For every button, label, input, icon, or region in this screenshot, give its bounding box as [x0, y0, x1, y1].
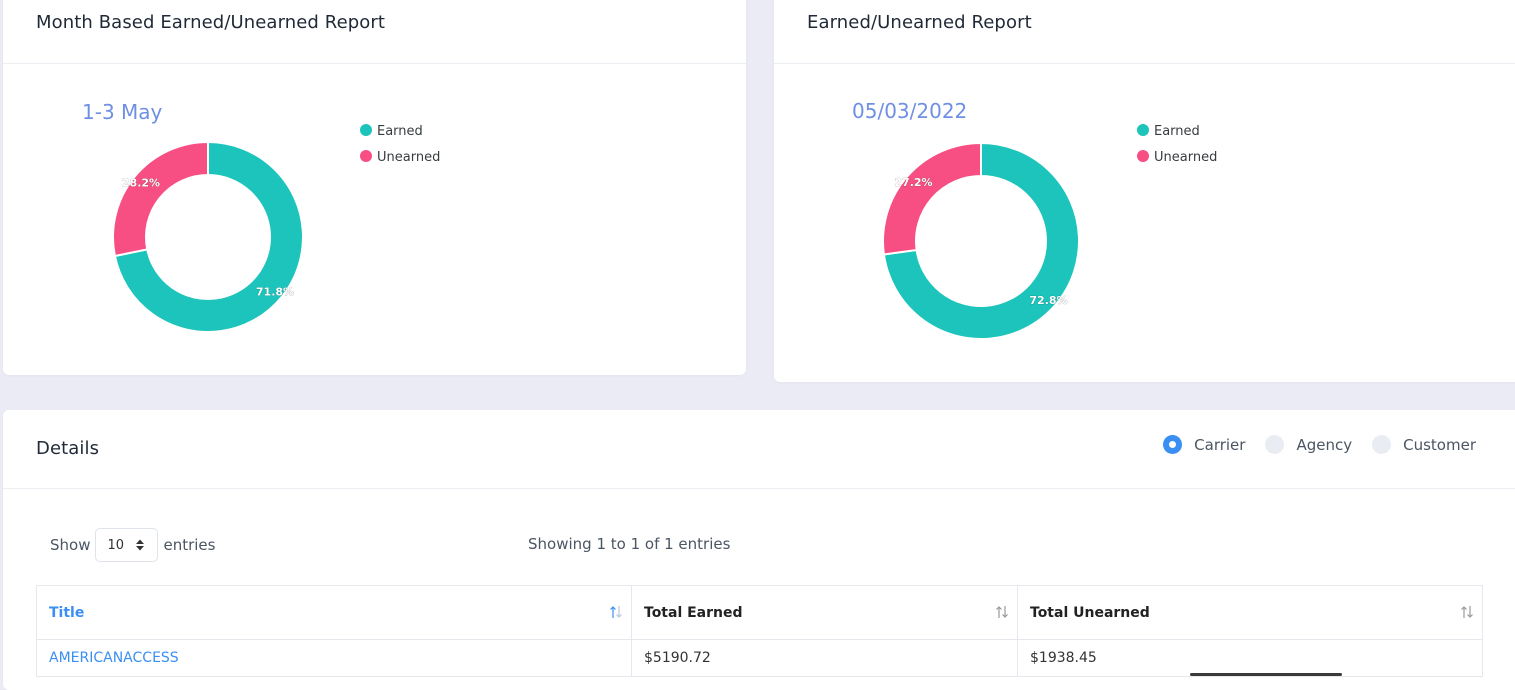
donut-slice-earned[interactable]: [882, 141, 1080, 340]
details-card: Details Carrier Agency Customer Show 10 …: [3, 410, 1515, 690]
table-info: Showing 1 to 1 of 1 entries: [528, 535, 731, 553]
radio-customer[interactable]: Customer: [1372, 435, 1476, 454]
slice-label-unearned: 28.2%: [122, 176, 160, 189]
slice-label-earned: 72.8%: [1029, 294, 1067, 307]
horizontal-scrollbar[interactable]: [1190, 673, 1342, 676]
legend-marker-earned[interactable]: [1137, 124, 1149, 136]
chart-subtitle: 05/03/2022: [852, 99, 967, 123]
legend-label-earned[interactable]: Earned: [377, 124, 423, 139]
legend-label-earned[interactable]: Earned: [1154, 124, 1200, 139]
chart-subtitle: 1-3 May: [82, 100, 163, 124]
details-table: Title Total Earned Total Unearned: [36, 585, 1483, 677]
radio-customer-button[interactable]: [1372, 435, 1392, 454]
donut-slice-unearned[interactable]: [882, 141, 982, 256]
card-divider: [3, 63, 746, 64]
legend-marker-unearned[interactable]: [360, 150, 372, 162]
donut-slice-earned[interactable]: [113, 140, 304, 333]
sort-icon: [1461, 606, 1473, 618]
column-header-total-unearned[interactable]: Total Unearned: [1017, 585, 1483, 640]
legend-marker-earned[interactable]: [360, 124, 372, 136]
column-total-earned-label: Total Earned: [644, 604, 743, 621]
show-label: Show: [50, 536, 91, 554]
page-length-control: Show 10 entries: [50, 528, 215, 562]
sort-icon: [610, 606, 622, 618]
donut-slice-unearned[interactable]: [112, 140, 209, 258]
date-donut-chart: 05/03/2022 72.8% 27.2% Earned Unearned: [852, 99, 1217, 340]
column-header-title[interactable]: Title: [36, 585, 632, 640]
radio-carrier-label: Carrier: [1194, 435, 1246, 454]
date-report-card: Earned/Unearned Report 05/03/2022 72.8% 27…: [774, 0, 1515, 382]
slice-label-unearned: 27.2%: [894, 176, 932, 189]
slice-label-earned: 71.8%: [256, 286, 294, 299]
legend-label-unearned[interactable]: Unearned: [377, 150, 440, 165]
table-header-row: Title Total Earned Total Unearned: [36, 585, 1483, 640]
month-donut-chart: 1-3 May 71.8% 28.2% Earned Unearned: [82, 100, 440, 333]
entries-select-value: 10: [107, 537, 125, 553]
date-report-title: Earned/Unearned Report: [807, 12, 1032, 33]
column-title-label: Title: [49, 604, 85, 621]
details-title: Details: [36, 438, 100, 459]
card-divider: [774, 63, 1515, 64]
cell-total-unearned: $1938.45: [1017, 639, 1483, 677]
entries-label: entries: [163, 536, 216, 554]
legend-label-unearned[interactable]: Unearned: [1154, 150, 1217, 165]
radio-agency-button[interactable]: [1265, 435, 1285, 454]
card-divider: [3, 488, 1515, 489]
row-title-link[interactable]: AMERICANACCESS: [49, 650, 179, 666]
column-header-total-earned[interactable]: Total Earned: [631, 585, 1018, 640]
month-report-card: Month Based Earned/Unearned Report 1-3 M…: [3, 0, 746, 375]
radio-carrier[interactable]: Carrier: [1163, 435, 1245, 454]
sort-icon: [996, 606, 1008, 618]
cell-total-earned: $5190.72: [631, 639, 1018, 677]
column-total-unearned-label: Total Unearned: [1030, 604, 1150, 621]
radio-carrier-button[interactable]: [1163, 435, 1183, 454]
sort-caret-icon: [136, 539, 145, 551]
legend-marker-unearned[interactable]: [1137, 150, 1149, 162]
entries-select[interactable]: 10: [95, 528, 159, 562]
month-report-title: Month Based Earned/Unearned Report: [36, 12, 386, 33]
table-row: AMERICANACCESS $5190.72 $1938.45: [36, 639, 1483, 677]
report-type-radio-group: Carrier Agency Customer: [1143, 435, 1476, 454]
radio-agency[interactable]: Agency: [1265, 435, 1352, 454]
radio-customer-label: Customer: [1403, 435, 1476, 454]
cell-title: AMERICANACCESS: [36, 639, 632, 677]
radio-agency-label: Agency: [1296, 435, 1353, 454]
